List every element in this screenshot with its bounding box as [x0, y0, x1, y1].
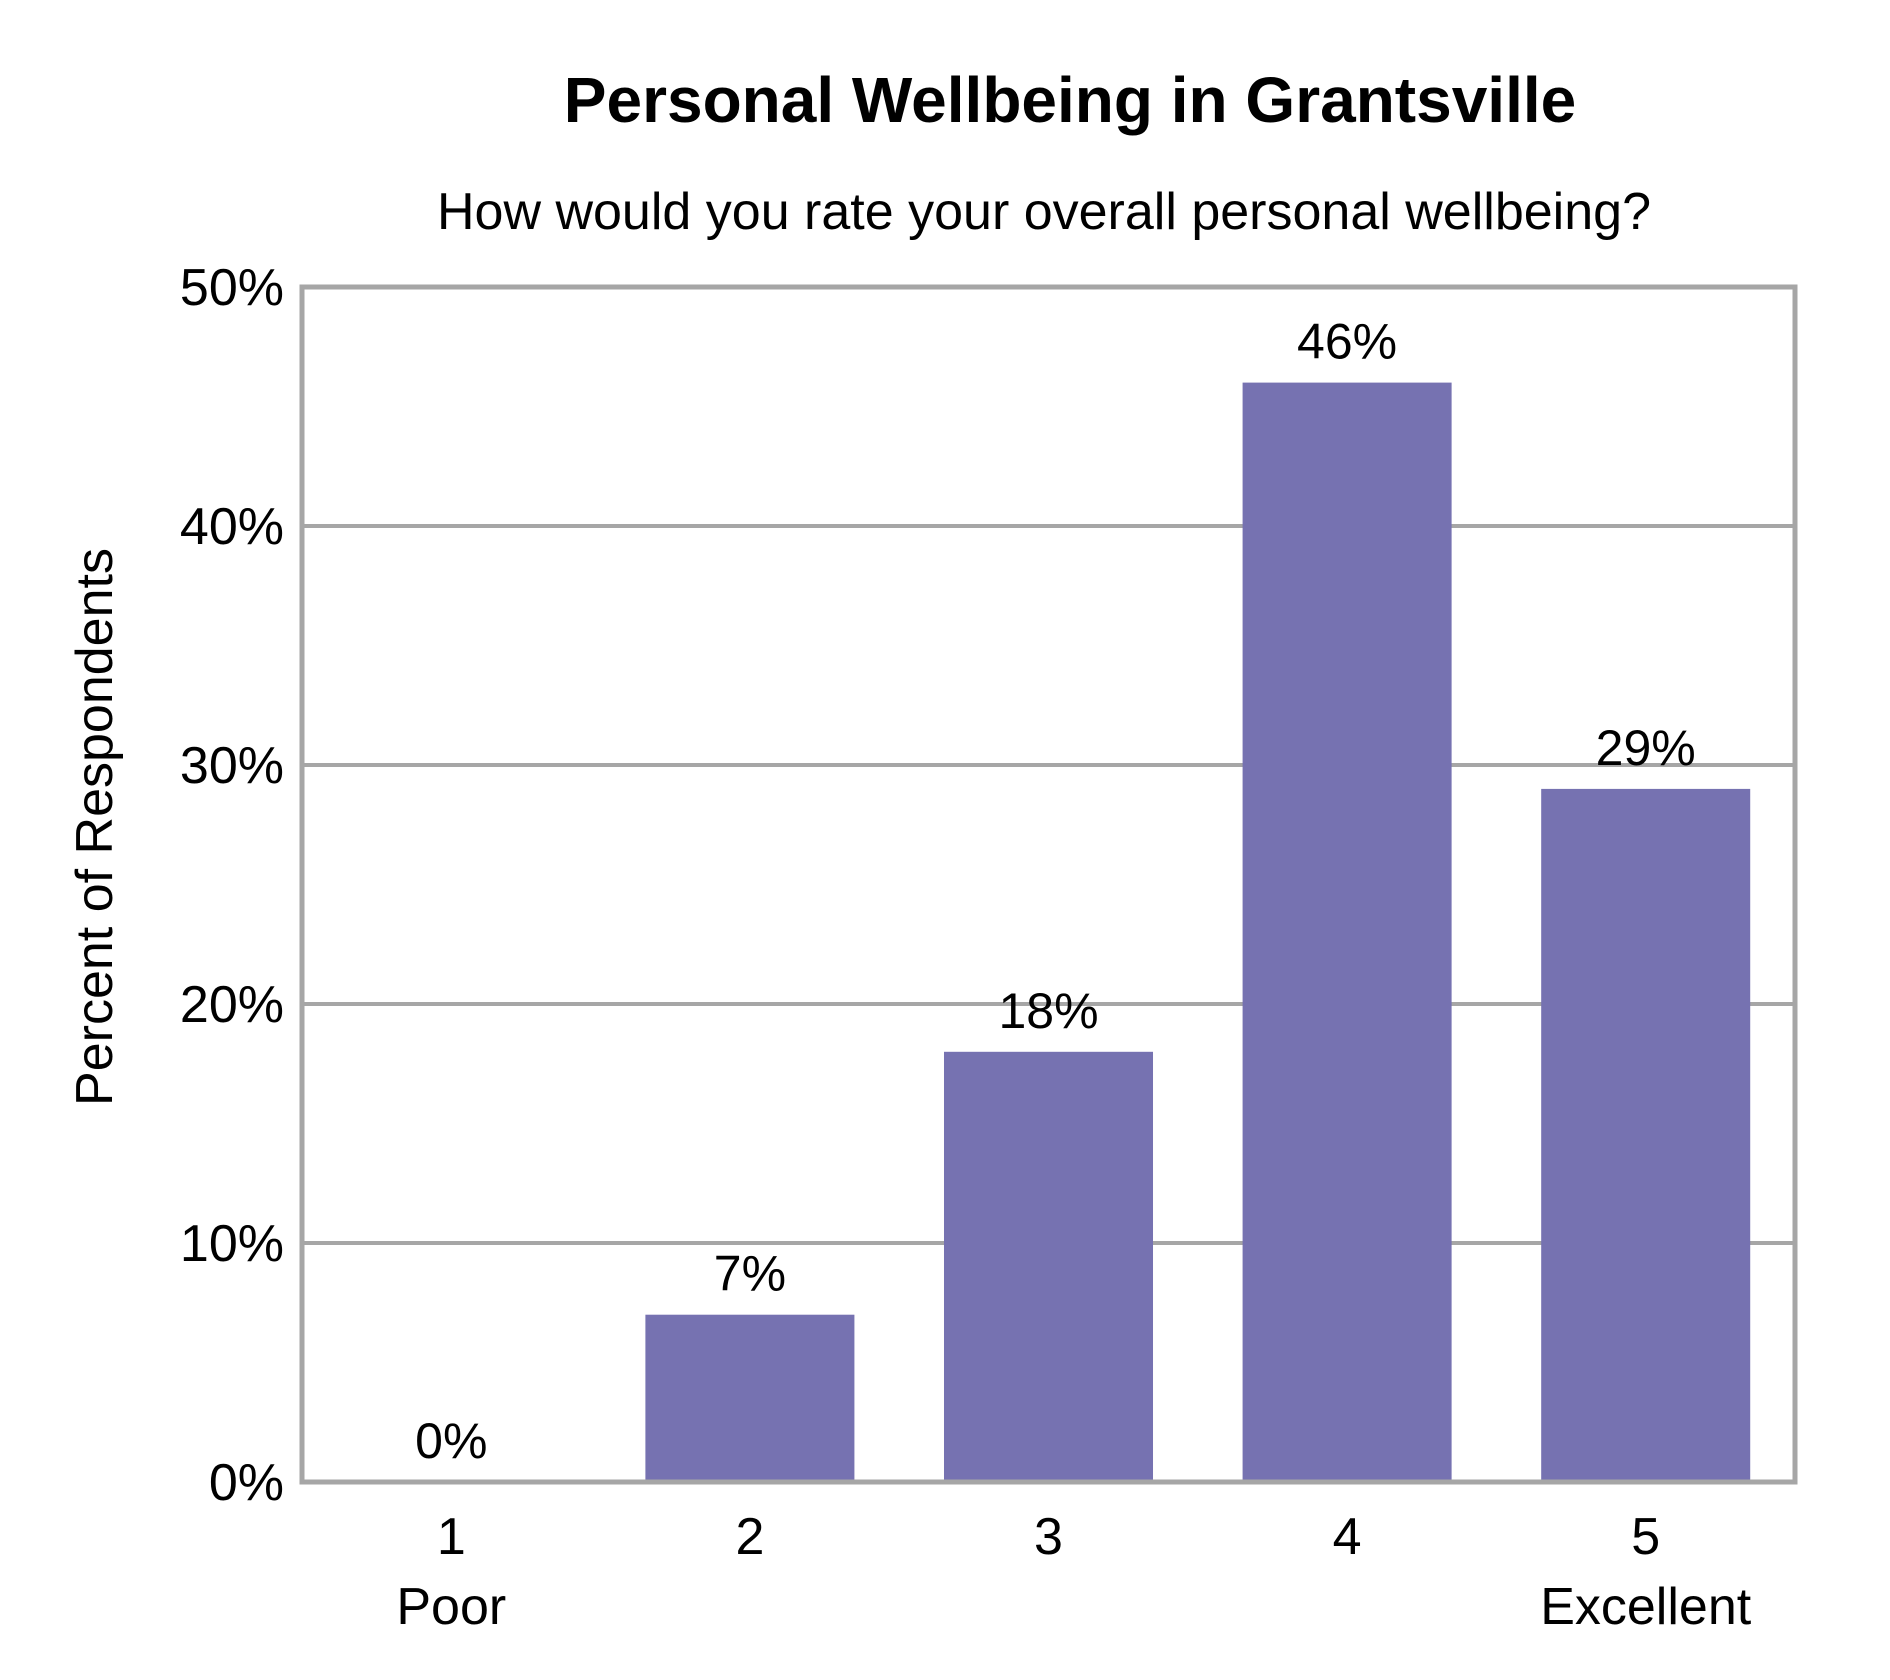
- x-tick-label: 1: [437, 1508, 466, 1566]
- data-label: 7%: [714, 1246, 786, 1302]
- y-tick-label: 0%: [209, 1454, 284, 1512]
- bar: [1242, 382, 1452, 1483]
- bar: [645, 1314, 855, 1482]
- data-label: 0%: [415, 1413, 487, 1469]
- y-tick-label: 30%: [180, 737, 284, 795]
- x-tick-label: 4: [1333, 1508, 1362, 1566]
- y-tick-label: 10%: [180, 1215, 284, 1273]
- y-tick-label: 20%: [180, 976, 284, 1034]
- y-tick-label: 50%: [180, 259, 284, 317]
- x-tick-sublabel: Excellent: [1540, 1578, 1752, 1636]
- chart-subtitle: How would you rate your overall personal…: [437, 183, 1651, 241]
- data-label: 29%: [1596, 720, 1696, 776]
- bar: [943, 1051, 1154, 1482]
- bar: [1541, 788, 1751, 1482]
- x-tick-label: 2: [735, 1508, 764, 1566]
- y-tick-label: 40%: [180, 498, 284, 556]
- plot-frame: [299, 284, 1798, 1485]
- data-label: 18%: [998, 983, 1098, 1039]
- data-label: 46%: [1297, 314, 1397, 370]
- x-tick-label: 5: [1631, 1508, 1660, 1566]
- y-axis-title: Percent of Respondents: [66, 548, 124, 1106]
- x-tick-sublabel: Poor: [396, 1578, 506, 1636]
- chart-title: Personal Wellbeing in Grantsville: [564, 64, 1576, 136]
- x-tick-label: 3: [1034, 1508, 1063, 1566]
